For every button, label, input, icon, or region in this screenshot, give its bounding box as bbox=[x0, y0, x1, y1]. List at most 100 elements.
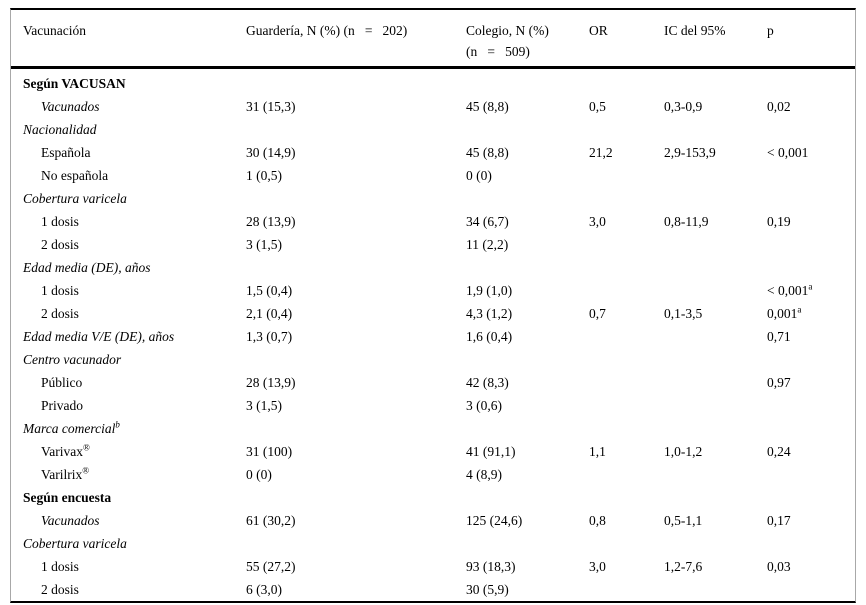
cell-ic: 0,5-1,1 bbox=[664, 509, 767, 532]
cell-ic: 0,8-11,9 bbox=[664, 210, 767, 233]
column-header-guarderia: Guardería, N (%) (n = 202) bbox=[246, 10, 466, 69]
cell-p bbox=[767, 394, 855, 417]
cell-p bbox=[767, 233, 855, 256]
cell-p-text: < 0,001 bbox=[767, 283, 809, 298]
cell-ic-text: 1,0-1,2 bbox=[664, 444, 703, 459]
row-label: Según encuesta bbox=[11, 486, 246, 509]
cell-or: 21,2 bbox=[589, 141, 664, 164]
cell-or: 0,8 bbox=[589, 509, 664, 532]
cell-p bbox=[767, 256, 855, 279]
cell-or: 0,7 bbox=[589, 302, 664, 325]
cell-guarderia: 1,5 (0,4) bbox=[246, 279, 466, 302]
cell-p-text: 0,19 bbox=[767, 214, 791, 229]
cell-colegio: 41 (91,1) bbox=[466, 440, 589, 463]
cell-guarderia-text: 31 (15,3) bbox=[246, 99, 296, 114]
table-row: Privado 3 (1,5) 3 (0,6) bbox=[11, 394, 855, 417]
cell-colegio: 45 (8,8) bbox=[466, 95, 589, 118]
cell-guarderia-text: 61 (30,2) bbox=[246, 513, 296, 528]
row-label: Edad media (DE), años bbox=[11, 256, 246, 279]
row-label-text: 1 dosis bbox=[41, 559, 79, 574]
cell-guarderia bbox=[246, 486, 466, 509]
cell-guarderia: 6 (3,0) bbox=[246, 578, 466, 601]
row-label-text: 2 dosis bbox=[41, 237, 79, 252]
cell-guarderia bbox=[246, 417, 466, 440]
column-header-ic95: IC del 95% bbox=[664, 10, 767, 69]
cell-p bbox=[767, 68, 855, 96]
table-row: Centro vacunador bbox=[11, 348, 855, 371]
cell-or bbox=[589, 68, 664, 96]
cell-p: 0,001a bbox=[767, 302, 855, 325]
cell-guarderia: 3 (1,5) bbox=[246, 394, 466, 417]
cell-colegio-text: 1,6 (0,4) bbox=[466, 329, 513, 344]
cell-ic bbox=[664, 463, 767, 486]
row-label-text: Cobertura varicela bbox=[23, 191, 127, 206]
table-row: Público 28 (13,9) 42 (8,3) 0,97 bbox=[11, 371, 855, 394]
row-label: 2 dosis bbox=[11, 233, 246, 256]
cell-ic: 2,9-153,9 bbox=[664, 141, 767, 164]
cell-or bbox=[589, 118, 664, 141]
table-row: Edad media (DE), años bbox=[11, 256, 855, 279]
cell-ic bbox=[664, 486, 767, 509]
column-header-p: p bbox=[767, 10, 855, 69]
row-label: Público bbox=[11, 371, 246, 394]
cell-p-text: 0,02 bbox=[767, 99, 791, 114]
row-label: Edad media V/E (DE), años bbox=[11, 325, 246, 348]
row-label-text: Varivax bbox=[41, 444, 83, 459]
cell-p: 0,02 bbox=[767, 95, 855, 118]
cell-guarderia-text: 2,1 (0,4) bbox=[246, 306, 293, 321]
cell-ic bbox=[664, 578, 767, 601]
cell-colegio: 93 (18,3) bbox=[466, 555, 589, 578]
cell-or bbox=[589, 486, 664, 509]
cell-colegio bbox=[466, 532, 589, 555]
cell-colegio bbox=[466, 256, 589, 279]
cell-p-text: 0,03 bbox=[767, 559, 791, 574]
cell-p bbox=[767, 532, 855, 555]
vaccination-table-frame: Vacunación Guardería, N (%) (n = 202) Co… bbox=[10, 8, 856, 603]
row-label: 1 dosis bbox=[11, 555, 246, 578]
cell-ic bbox=[664, 394, 767, 417]
cell-colegio-text: 11 (2,2) bbox=[466, 237, 509, 252]
cell-ic bbox=[664, 256, 767, 279]
cell-p-superscript: a bbox=[797, 304, 802, 315]
row-label: 2 dosis bbox=[11, 578, 246, 601]
cell-colegio: 1,9 (1,0) bbox=[466, 279, 589, 302]
table-row: Española 30 (14,9) 45 (8,8) 21,2 2,9-153,9 < … bbox=[11, 141, 855, 164]
cell-ic-text: 2,9-153,9 bbox=[664, 145, 716, 160]
cell-guarderia: 31 (15,3) bbox=[246, 95, 466, 118]
cell-guarderia: 30 (14,9) bbox=[246, 141, 466, 164]
row-label: Centro vacunador bbox=[11, 348, 246, 371]
row-label-text: 1 dosis bbox=[41, 214, 79, 229]
cell-ic: 0,1-3,5 bbox=[664, 302, 767, 325]
cell-guarderia bbox=[246, 118, 466, 141]
cell-guarderia: 2,1 (0,4) bbox=[246, 302, 466, 325]
cell-guarderia-text: 3 (1,5) bbox=[246, 237, 282, 252]
row-label: Nacionalidad bbox=[11, 118, 246, 141]
cell-ic bbox=[664, 325, 767, 348]
cell-ic bbox=[664, 118, 767, 141]
cell-colegio-text: 34 (6,7) bbox=[466, 214, 509, 229]
cell-p bbox=[767, 578, 855, 601]
table-row: No española 1 (0,5) 0 (0) bbox=[11, 164, 855, 187]
cell-colegio bbox=[466, 187, 589, 210]
row-label-text: Vacunados bbox=[41, 513, 100, 528]
cell-or bbox=[589, 394, 664, 417]
table-row: Varilrix® 0 (0) 4 (8,9) bbox=[11, 463, 855, 486]
cell-guarderia: 31 (100) bbox=[246, 440, 466, 463]
cell-guarderia bbox=[246, 348, 466, 371]
cell-p-text: 0,97 bbox=[767, 375, 791, 390]
column-header-colegio: Colegio, N (%) (n = 509) bbox=[466, 10, 589, 69]
cell-ic: 0,3-0,9 bbox=[664, 95, 767, 118]
cell-guarderia: 61 (30,2) bbox=[246, 509, 466, 532]
cell-guarderia: 55 (27,2) bbox=[246, 555, 466, 578]
row-label-text: Marca comercial bbox=[23, 421, 116, 436]
cell-colegio bbox=[466, 68, 589, 96]
cell-guarderia-text: 28 (13,9) bbox=[246, 214, 296, 229]
cell-guarderia: 0 (0) bbox=[246, 463, 466, 486]
table-row: Cobertura varicela bbox=[11, 532, 855, 555]
row-label-text: 2 dosis bbox=[41, 582, 79, 597]
cell-colegio bbox=[466, 417, 589, 440]
row-label: Varilrix® bbox=[11, 463, 246, 486]
cell-guarderia-text: 31 (100) bbox=[246, 444, 293, 459]
cell-guarderia-text: 0 (0) bbox=[246, 467, 272, 482]
row-label-text: Privado bbox=[41, 398, 83, 413]
